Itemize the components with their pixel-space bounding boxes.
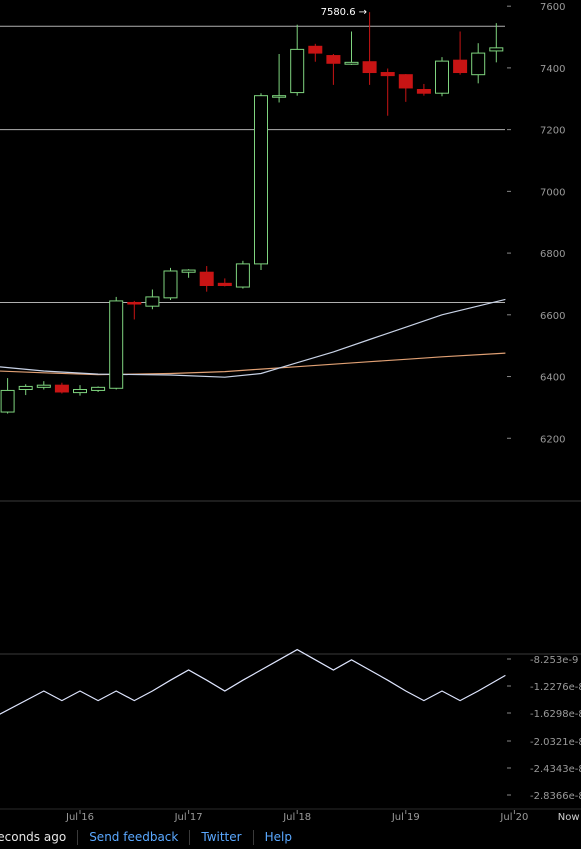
indicator-tick-label: -2.4343e-8 (530, 764, 581, 775)
candle-body (453, 59, 468, 74)
indicator-tick-label: -2.8366e-8 (530, 791, 581, 802)
help-link[interactable]: Help (264, 830, 292, 844)
candle-up (0, 378, 15, 414)
indicator-tick-label: -1.6298e-8 (530, 709, 581, 720)
candle-down (217, 278, 232, 287)
price-tick-label: 6600 (540, 311, 565, 322)
candle-down (362, 12, 377, 85)
candle-down (326, 54, 341, 85)
candle-down (308, 43, 323, 62)
candle-body (435, 60, 449, 94)
candle-body (344, 61, 359, 65)
indicator-tick-label: -2.0321e-8 (530, 737, 581, 748)
price-tick-label: 7400 (540, 64, 565, 75)
candle-down (416, 83, 431, 96)
candle-body (326, 55, 341, 64)
grid-layer (0, 25, 505, 303)
time-tick-label: Jul 20 (499, 812, 528, 823)
candle-body (163, 270, 178, 299)
footer-divider (77, 830, 79, 845)
candle-body (380, 72, 395, 77)
time-tick-label: Jul 18 (282, 812, 311, 823)
candle-up (73, 385, 87, 396)
candle-down (199, 266, 214, 292)
footer-divider (189, 830, 191, 845)
twitter-link[interactable]: Twitter (201, 830, 242, 844)
price-tick-label: 6200 (540, 434, 565, 445)
indicator-axis: -8.253e-9 -1.2276e-8 -1.6298e-8 -2.0321e-8 -… (507, 655, 581, 802)
time-tick-label: Jul 19 (391, 812, 420, 823)
footer-bar: seconds ago Send feedback Twitter Help (0, 826, 581, 849)
time-tick-label: Jul 17 (174, 812, 203, 823)
candle-body (362, 61, 377, 74)
candle-body (36, 384, 51, 388)
candle-up (145, 289, 160, 310)
price-chart[interactable]: 6200 6400 6600 6800 7000 7200 7400 7600 7580.6 … (0, 0, 581, 826)
candle-up (181, 269, 196, 278)
moving-average-layer (0, 298, 506, 378)
candle-up (109, 296, 124, 390)
candle-body (127, 301, 142, 305)
candle-up (91, 386, 106, 392)
candle-up (272, 54, 287, 103)
candle-up (18, 384, 33, 396)
candle-body (308, 45, 323, 54)
candle-up (254, 93, 268, 271)
candle-body (181, 269, 196, 273)
update-status: seconds ago (0, 830, 67, 844)
time-tick-label: Jul 16 (65, 812, 94, 823)
candle-down (54, 382, 69, 394)
candle-down (398, 74, 413, 102)
indicator-tick-label: -8.253e-9 (530, 655, 578, 666)
candle-down (453, 31, 468, 75)
candle-body (199, 271, 214, 286)
candle-body (471, 52, 486, 76)
indicator-tick-label: -1.2276e-8 (530, 682, 581, 693)
moving-average-white-line (0, 298, 506, 378)
footer-divider (252, 830, 254, 845)
price-tick-label: 6400 (540, 373, 565, 384)
candle-body (217, 282, 232, 286)
arrow-right-icon: → (359, 7, 367, 18)
price-tick-label: 7600 (540, 2, 565, 13)
candle-up (36, 381, 51, 390)
candle-up (435, 57, 449, 97)
candle-up (290, 24, 305, 96)
candle-body (416, 89, 431, 94)
candle-body (0, 389, 15, 413)
candle-body (254, 95, 268, 265)
candle-body (73, 389, 87, 394)
high-annotation-label: 7580.6 (321, 7, 356, 18)
price-tick-label: 7000 (540, 187, 565, 198)
price-tick-label: 6800 (540, 249, 565, 260)
moving-average-orange-line (0, 352, 506, 376)
candle-up (235, 260, 250, 289)
price-axis: 6200 6400 6600 6800 7000 7200 7400 7600 (507, 2, 565, 445)
time-axis: Jul 16 Jul 17 Jul 18 Jul 19 Jul 20 Now (65, 810, 580, 823)
candle-up (471, 43, 486, 84)
candle-down (380, 68, 395, 116)
candle-body (290, 48, 305, 94)
candle-body (91, 386, 106, 391)
candlestick-series (0, 12, 504, 414)
candle-body (18, 385, 33, 391)
candle-body (235, 263, 250, 288)
candle-body (398, 74, 413, 89)
indicator-line (0, 648, 506, 715)
time-tick-label: Now (558, 812, 580, 823)
candle-down (127, 300, 142, 320)
send-feedback-link[interactable]: Send feedback (89, 830, 179, 844)
candle-body (489, 47, 504, 52)
indicator-pane (0, 648, 506, 715)
candle-up (344, 31, 359, 65)
high-annotation: 7580.6 → (321, 7, 367, 18)
candle-body (145, 296, 160, 307)
candle-up (489, 23, 504, 63)
candle-body (54, 384, 69, 393)
candle-body (109, 300, 124, 389)
candle-up (163, 267, 178, 300)
price-tick-label: 7200 (540, 126, 565, 137)
candle-body (272, 95, 287, 98)
